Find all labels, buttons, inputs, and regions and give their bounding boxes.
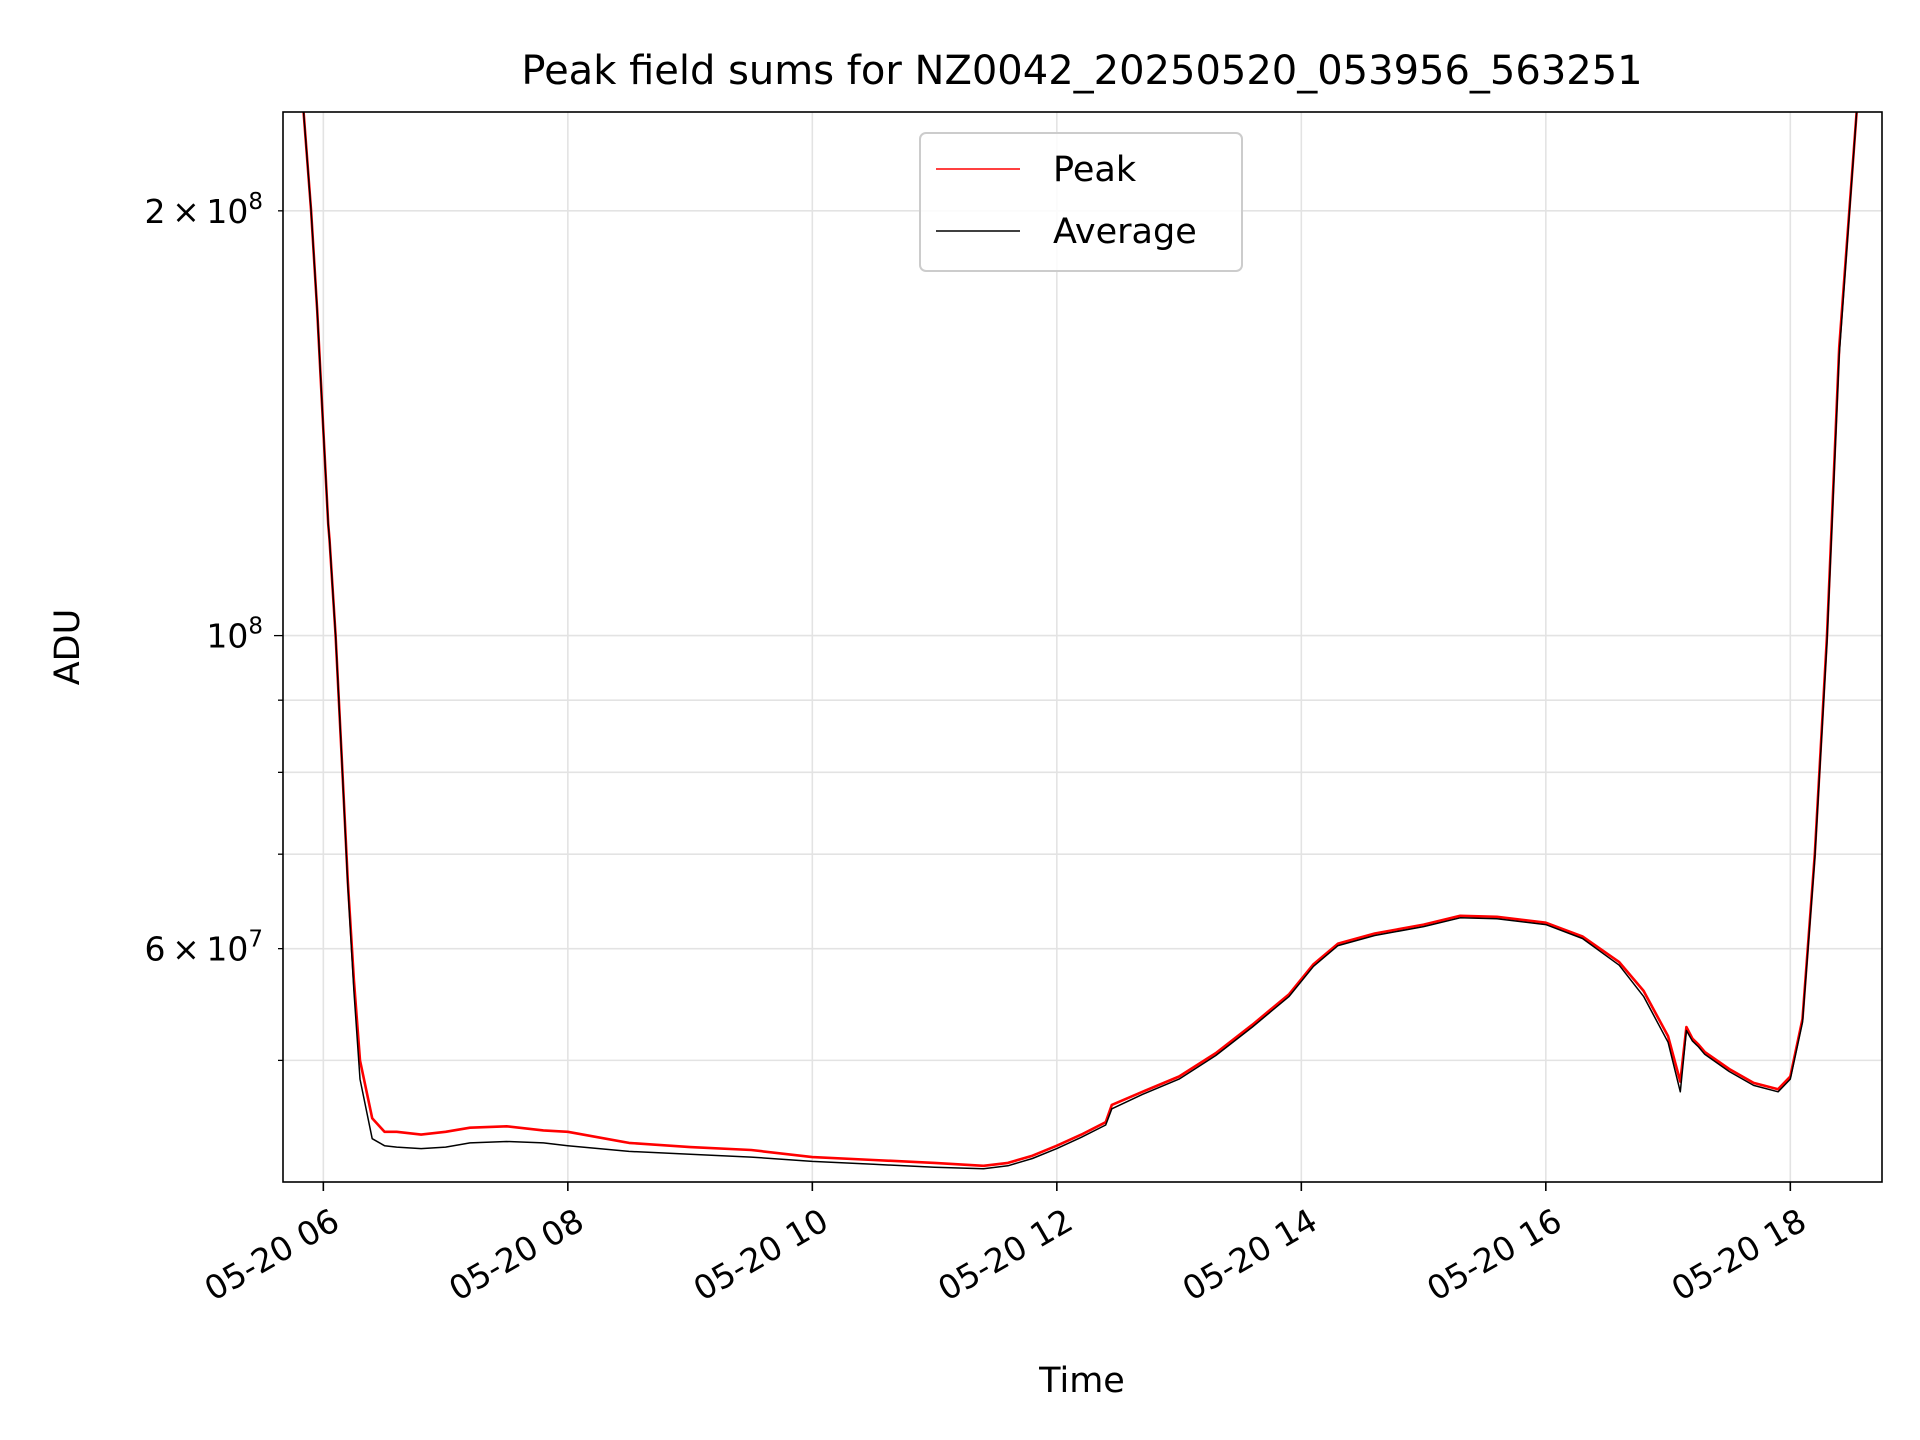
plot-frame — [282, 111, 1883, 1183]
y-tick-label: 6 × 107 — [145, 927, 263, 969]
legend-label-peak: Peak — [1053, 150, 1137, 190]
legend-box — [919, 132, 1243, 272]
x-axis-label: Time — [1038, 1361, 1125, 1401]
chart-title: Peak field sums for NZ0042_20250520_0539… — [521, 48, 1642, 94]
y-axis-ticks: 108 6 × 107 2 × 108 — [145, 189, 283, 1062]
legend-label-average: Average — [1053, 212, 1197, 252]
series-line-peak — [302, 112, 1858, 1168]
y-axis-label: ADU — [48, 609, 88, 686]
y-tick-label: 108 — [206, 614, 263, 656]
series-line-average — [302, 112, 1858, 1170]
series-layer — [302, 112, 1858, 1170]
y-tick-label: 2 × 108 — [145, 189, 263, 231]
legend: Peak Average — [919, 132, 1243, 272]
